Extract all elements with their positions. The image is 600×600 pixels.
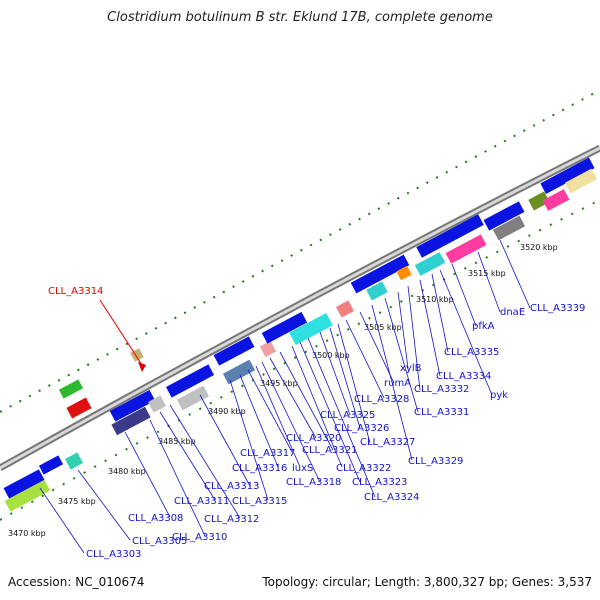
- scale-label: 3485 kbp: [158, 437, 196, 446]
- gene-label: CLL_A3318: [286, 477, 341, 488]
- gene-block: [3, 469, 45, 499]
- scale-label: 3495 kbp: [260, 379, 298, 388]
- gene-block: [396, 265, 412, 281]
- gene-block: [38, 455, 64, 475]
- map-title: Clostridium botulinum B str. Eklund 17B,…: [107, 10, 493, 25]
- gene-label: CLL_A3324: [364, 492, 419, 503]
- gene-label: CLL_A3313: [204, 481, 259, 492]
- scale-label: 3500 kbp: [312, 351, 350, 360]
- gene-block: [414, 252, 446, 276]
- gene-label: CLL_A3308: [128, 513, 183, 524]
- gene-labels: CLL_A3303 CLL_A3305 CLL_A3308 CLL_A3310 …: [86, 303, 585, 560]
- gene-block: [416, 214, 484, 258]
- gene-block: [111, 406, 151, 436]
- gene-label: pyk: [490, 390, 508, 401]
- gene-label: CLL_A3328: [354, 394, 409, 405]
- scale-label: 3490 kbp: [208, 407, 246, 416]
- gene-block: [213, 336, 255, 366]
- gene-block: [366, 281, 388, 301]
- gene-label: CLL_A3325: [320, 410, 375, 421]
- gene-block: [540, 157, 595, 194]
- gene-label: CLL_A3320: [286, 433, 341, 444]
- scale-label: 3510 kbp: [416, 295, 454, 304]
- gene-block: [4, 479, 51, 512]
- outer-tick-track: [0, 89, 600, 413]
- gene-label: pfkA: [472, 321, 495, 332]
- gene-label: CLL_A3321: [302, 445, 357, 456]
- gene-label: CLL_A3331: [414, 407, 469, 418]
- highlight-pointer: [99, 299, 146, 372]
- gene-block: [528, 191, 550, 211]
- reverse-genes: [3, 157, 598, 512]
- gene-label: CLL_A3329: [408, 456, 463, 467]
- gene-block: [289, 312, 333, 346]
- gene-label: CLL_A3311: [174, 496, 229, 507]
- gene-block: [176, 385, 210, 411]
- gene-block: [261, 311, 308, 344]
- genome-backbone: [0, 144, 600, 472]
- gene-block: [259, 340, 277, 358]
- gene-label: CLL_A3339: [530, 303, 585, 314]
- gene-label: CLL_A3315: [232, 496, 287, 507]
- gene-label: dnaE: [500, 307, 525, 318]
- scale-labels: 3470 kbp 3475 kbp 3480 kbp 3485 kbp 3490…: [8, 243, 558, 538]
- scale-label: 3505 kbp: [364, 323, 402, 332]
- scale-label: 3475 kbp: [58, 497, 96, 506]
- gene-label: CLL_A3327: [360, 437, 415, 448]
- gene-label: rumA: [384, 378, 411, 389]
- gene-label: CLL_A3310: [172, 532, 227, 543]
- gene-block: [542, 189, 570, 211]
- scale-label: 3520 kbp: [520, 243, 558, 252]
- inner-tick-track: [0, 199, 600, 521]
- gene-label: CLL_A3322: [336, 463, 391, 474]
- gene-label: CLL_A3312: [204, 514, 259, 525]
- gene-label: CLL_A3316: [232, 463, 287, 474]
- genome-summary-text: Topology: circular; Length: 3,800,327 bp…: [262, 575, 592, 589]
- scale-label: 3515 kbp: [468, 269, 506, 278]
- gene-block: [66, 397, 92, 419]
- gene-block: [336, 300, 354, 318]
- gene-block: [109, 389, 156, 422]
- gene-block: [65, 452, 83, 470]
- gene-block: [483, 201, 525, 231]
- gene-label: CLL_A3303: [86, 549, 141, 560]
- gene-label: CLL_A3335: [444, 347, 499, 358]
- gene-block: [445, 234, 487, 264]
- gene-block: [564, 168, 598, 194]
- scale-label: 3480 kbp: [108, 467, 146, 476]
- gene-label: CLL_A3332: [414, 384, 469, 395]
- gene-label: CLL_A3323: [352, 477, 407, 488]
- gene-label: CLL_A3317: [240, 448, 295, 459]
- gene-label: luxS: [292, 463, 313, 474]
- gene-label: CLL_A3326: [334, 423, 389, 434]
- gene-block: [492, 215, 526, 241]
- gene-block: [222, 359, 256, 385]
- gene-block: [350, 254, 410, 294]
- gene-label: CLL_A3334: [436, 371, 491, 382]
- scale-label: 3470 kbp: [8, 529, 46, 538]
- gene-block: [148, 395, 166, 413]
- gene-block: [58, 379, 84, 399]
- leader-lines: [39, 239, 531, 554]
- gene-label: xylB: [400, 363, 422, 374]
- gene-block: [165, 364, 215, 398]
- gene-label: CLL_A3305: [132, 536, 187, 547]
- accession-text: Accession: NC_010674: [8, 575, 145, 589]
- highlight-label: CLL_A3314: [48, 286, 103, 297]
